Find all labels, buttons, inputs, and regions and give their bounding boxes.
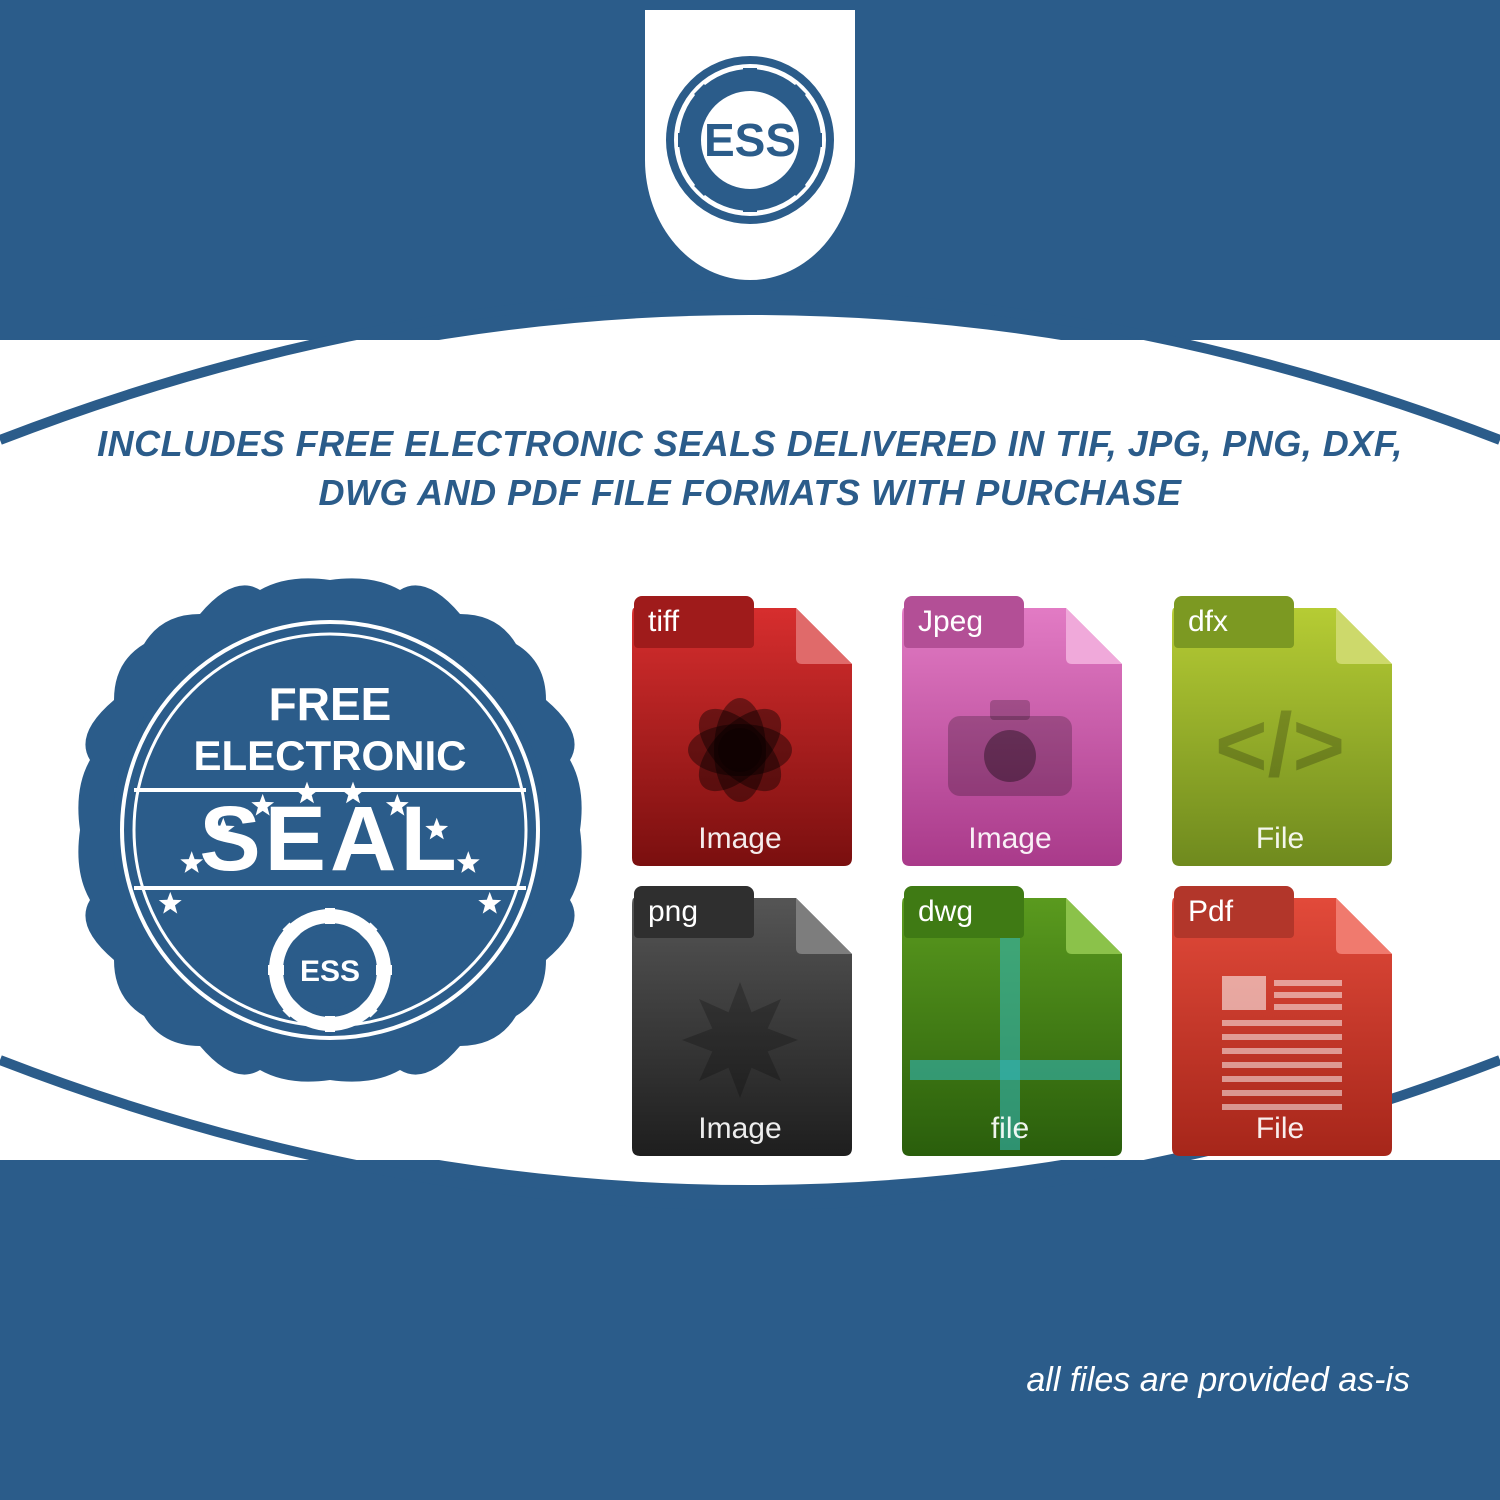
ess-logo-shield: ESS [635, 10, 865, 280]
svg-text:SEAL: SEAL [199, 788, 460, 890]
bottom-band [0, 1160, 1500, 1500]
file-caption: Image [620, 822, 860, 856]
svg-text:FREE: FREE [269, 678, 392, 730]
headline-text: INCLUDES FREE ELECTRONIC SEALS DELIVERED… [60, 420, 1440, 517]
svg-text:ELECTRONIC: ELECTRONIC [194, 732, 467, 779]
file-icon-dfx: </>dfxFile [1160, 600, 1400, 870]
file-icon-tiff: tiffImage [620, 600, 860, 870]
file-format-label: dwg [904, 886, 1024, 938]
file-caption: Image [620, 1112, 860, 1146]
file-format-label: Pdf [1174, 886, 1294, 938]
file-icon-png: pngImage [620, 890, 860, 1160]
svg-text:</>: </> [1215, 696, 1345, 796]
file-format-label: tiff [634, 596, 754, 648]
file-format-label: dfx [1174, 596, 1294, 648]
file-format-label: png [634, 886, 754, 938]
file-caption: File [1160, 822, 1400, 856]
file-caption: file [890, 1112, 1130, 1146]
free-electronic-seal-badge: FREE ELECTRONIC SEAL ESS [70, 570, 590, 1090]
file-icon-pdf: PdfFile [1160, 890, 1400, 1160]
file-caption: Image [890, 822, 1130, 856]
disclaimer-text: all files are provided as-is [1026, 1361, 1410, 1400]
file-icon-jpeg: JpegImage [890, 600, 1130, 870]
file-format-label: Jpeg [904, 596, 1024, 648]
file-caption: File [1160, 1112, 1400, 1146]
file-format-grid: tiffImageJpegImage</>dfxFilepngImagedwgf… [620, 600, 1400, 1160]
file-icon-dwg: dwgfile [890, 890, 1130, 1160]
svg-text:ESS: ESS [704, 114, 796, 166]
svg-text:ESS: ESS [300, 955, 360, 988]
